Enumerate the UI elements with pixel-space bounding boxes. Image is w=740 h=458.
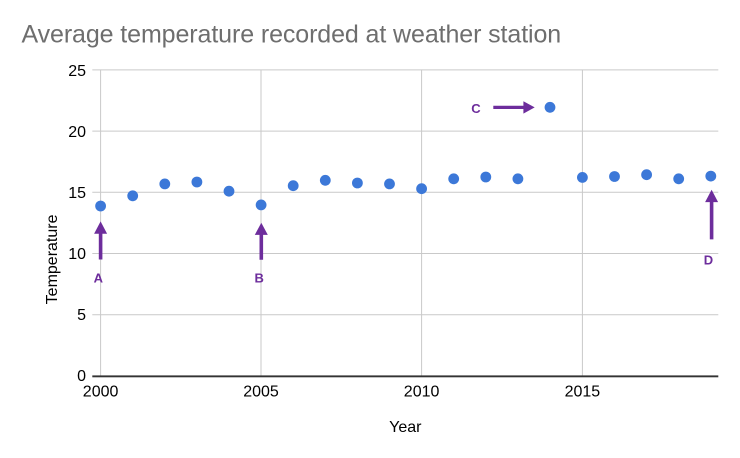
svg-text:5: 5	[77, 307, 86, 324]
svg-text:10: 10	[68, 246, 86, 263]
svg-text:B: B	[255, 270, 264, 285]
svg-text:C: C	[471, 101, 481, 116]
svg-text:15: 15	[68, 185, 86, 202]
svg-text:20: 20	[68, 124, 86, 141]
svg-text:2005: 2005	[243, 383, 279, 400]
svg-text:A: A	[94, 270, 104, 285]
svg-text:2010: 2010	[404, 383, 440, 400]
svg-text:D: D	[704, 252, 713, 267]
svg-text:25: 25	[68, 63, 86, 80]
svg-text:0: 0	[77, 368, 86, 385]
svg-text:2000: 2000	[83, 383, 119, 400]
svg-text:2015: 2015	[565, 383, 601, 400]
svg-text:Year: Year	[389, 419, 422, 436]
svg-text:Temperature: Temperature	[44, 214, 61, 304]
svg-text:Average temperature recorded a: Average temperature recorded at weather …	[22, 21, 562, 49]
